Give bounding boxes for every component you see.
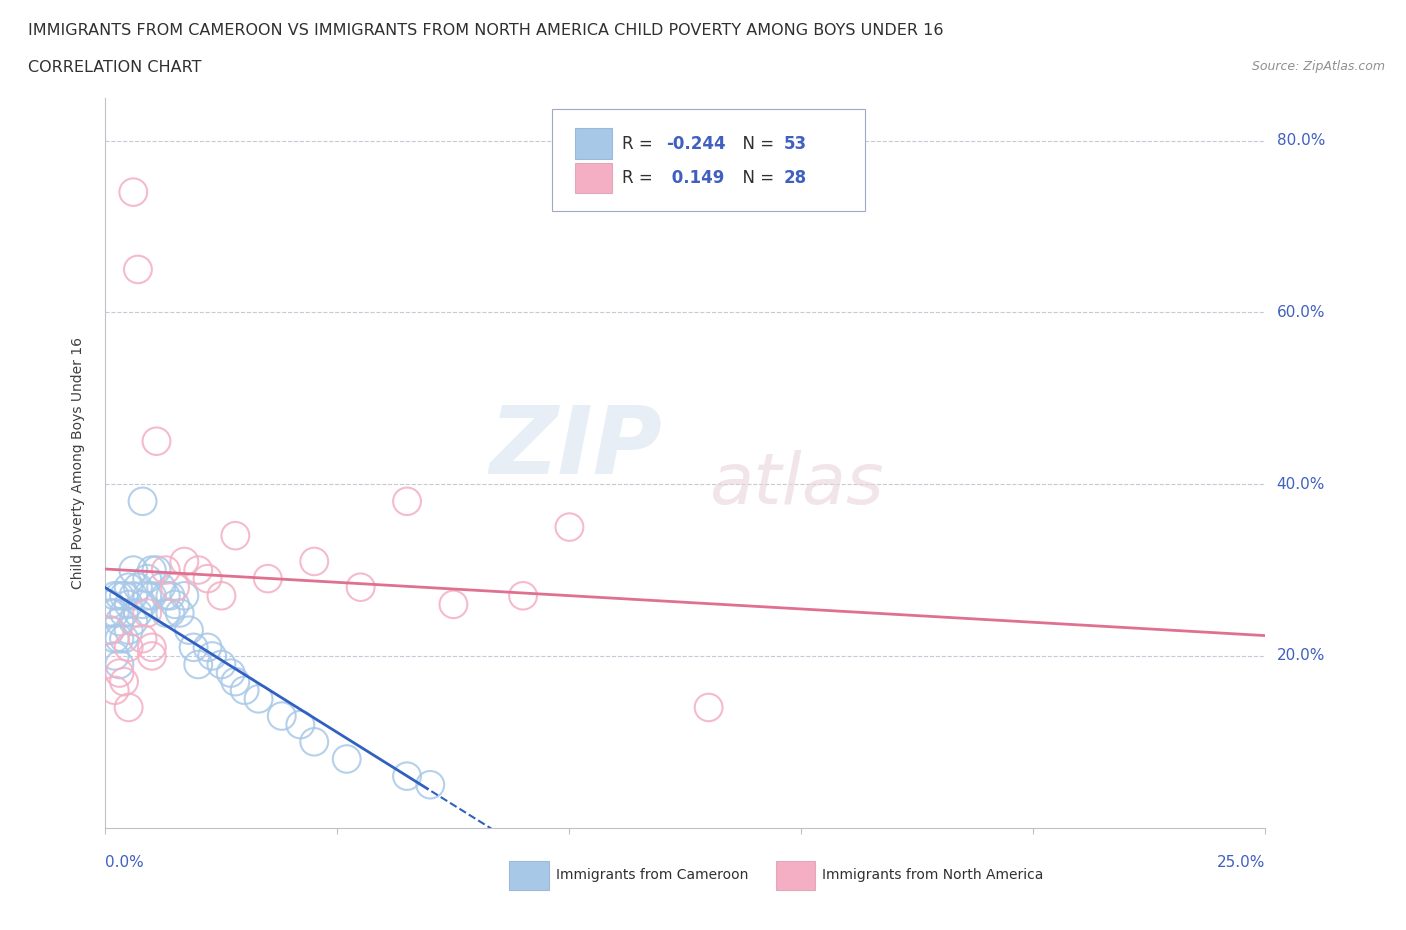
Text: 20.0%: 20.0% [1277,648,1324,663]
Text: 25.0%: 25.0% [1218,856,1265,870]
Text: 53: 53 [785,135,807,153]
FancyBboxPatch shape [575,163,613,193]
Text: 60.0%: 60.0% [1277,305,1324,320]
Text: 28: 28 [785,169,807,187]
FancyBboxPatch shape [509,860,548,890]
Text: N =: N = [733,135,779,153]
Text: 0.0%: 0.0% [105,856,145,870]
FancyBboxPatch shape [575,128,613,159]
Text: IMMIGRANTS FROM CAMEROON VS IMMIGRANTS FROM NORTH AMERICA CHILD POVERTY AMONG BO: IMMIGRANTS FROM CAMEROON VS IMMIGRANTS F… [28,23,943,38]
Text: CORRELATION CHART: CORRELATION CHART [28,60,201,75]
Text: ZIP: ZIP [489,402,662,494]
Text: R =: R = [621,135,658,153]
Text: 40.0%: 40.0% [1277,477,1324,492]
Text: atlas: atlas [709,450,883,519]
Text: Immigrants from Cameroon: Immigrants from Cameroon [555,868,748,883]
Text: Immigrants from North America: Immigrants from North America [823,868,1043,883]
Text: N =: N = [733,169,779,187]
Text: R =: R = [621,169,658,187]
Y-axis label: Child Poverty Among Boys Under 16: Child Poverty Among Boys Under 16 [70,337,84,589]
Text: 0.149: 0.149 [665,169,724,187]
FancyBboxPatch shape [553,109,865,211]
Text: -0.244: -0.244 [665,135,725,153]
Text: 80.0%: 80.0% [1277,133,1324,148]
FancyBboxPatch shape [776,860,815,890]
Text: Source: ZipAtlas.com: Source: ZipAtlas.com [1251,60,1385,73]
